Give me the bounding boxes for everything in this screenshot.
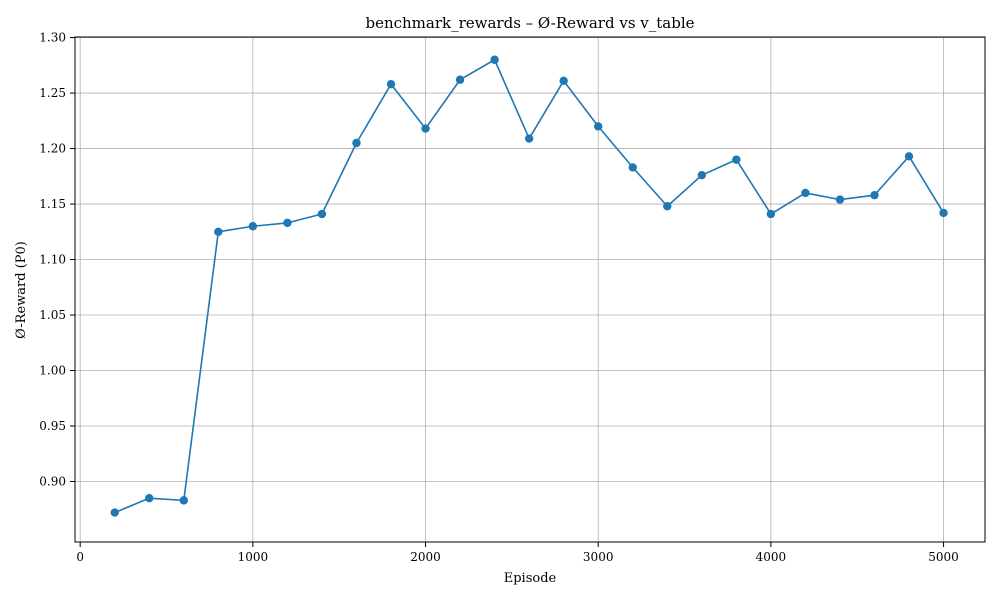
data-point xyxy=(421,124,430,133)
data-point xyxy=(766,209,776,219)
data-point xyxy=(386,79,396,89)
x-tick-label: 3000 xyxy=(583,550,614,564)
data-point xyxy=(801,188,810,198)
data-point xyxy=(904,152,914,161)
y-tick-label: 1.25 xyxy=(39,86,66,100)
data-point xyxy=(663,202,672,211)
data-point xyxy=(870,190,879,200)
data-point xyxy=(352,138,361,148)
data-point xyxy=(524,134,534,143)
series-layer xyxy=(110,55,948,517)
plot-area-border xyxy=(74,36,986,543)
data-point xyxy=(214,227,223,236)
data-point xyxy=(490,55,499,64)
data-point xyxy=(732,155,741,164)
data-point xyxy=(697,170,707,180)
data-point xyxy=(628,163,637,172)
data-point xyxy=(455,75,465,84)
chart-title: benchmark_rewards – Ø-Reward vs v_table xyxy=(365,14,694,32)
y-tick-label: 1.30 xyxy=(39,31,66,45)
y-tick-label: 1.20 xyxy=(39,142,66,156)
data-point xyxy=(179,496,188,505)
data-point xyxy=(559,76,568,86)
data-point xyxy=(835,195,845,204)
y-tick-label: 0.95 xyxy=(39,419,66,433)
data-point xyxy=(283,218,292,228)
x-axis-ticks: 0 1000 2000 3000 4000 5000 xyxy=(76,542,959,564)
y-tick-label: 1.05 xyxy=(39,308,66,322)
y-tick-label: 1.00 xyxy=(39,364,66,378)
data-point xyxy=(110,508,119,517)
grid-layer xyxy=(75,37,985,542)
data-point xyxy=(594,122,603,131)
series-line xyxy=(114,58,945,514)
x-tick-label: 0 xyxy=(76,550,84,564)
data-point xyxy=(317,209,327,219)
x-axis-label: Episode xyxy=(504,571,557,586)
x-tick-label: 1000 xyxy=(238,550,269,564)
data-point xyxy=(145,493,154,503)
y-tick-label: 1.10 xyxy=(39,253,66,267)
x-tick-label: 2000 xyxy=(410,550,441,564)
x-tick-label: 5000 xyxy=(928,550,959,564)
y-tick-label: 0.90 xyxy=(39,475,66,489)
data-point xyxy=(939,208,948,218)
data-point xyxy=(248,222,258,231)
x-tick-label: 4000 xyxy=(756,550,787,564)
y-tick-label: 1.15 xyxy=(39,197,66,211)
y-axis-label: Ø-Reward (P0) xyxy=(14,241,29,339)
y-axis-ticks: 0.90 0.95 1.00 1.05 1.10 1.15 1.20 1.25 1.30 xyxy=(39,31,75,489)
